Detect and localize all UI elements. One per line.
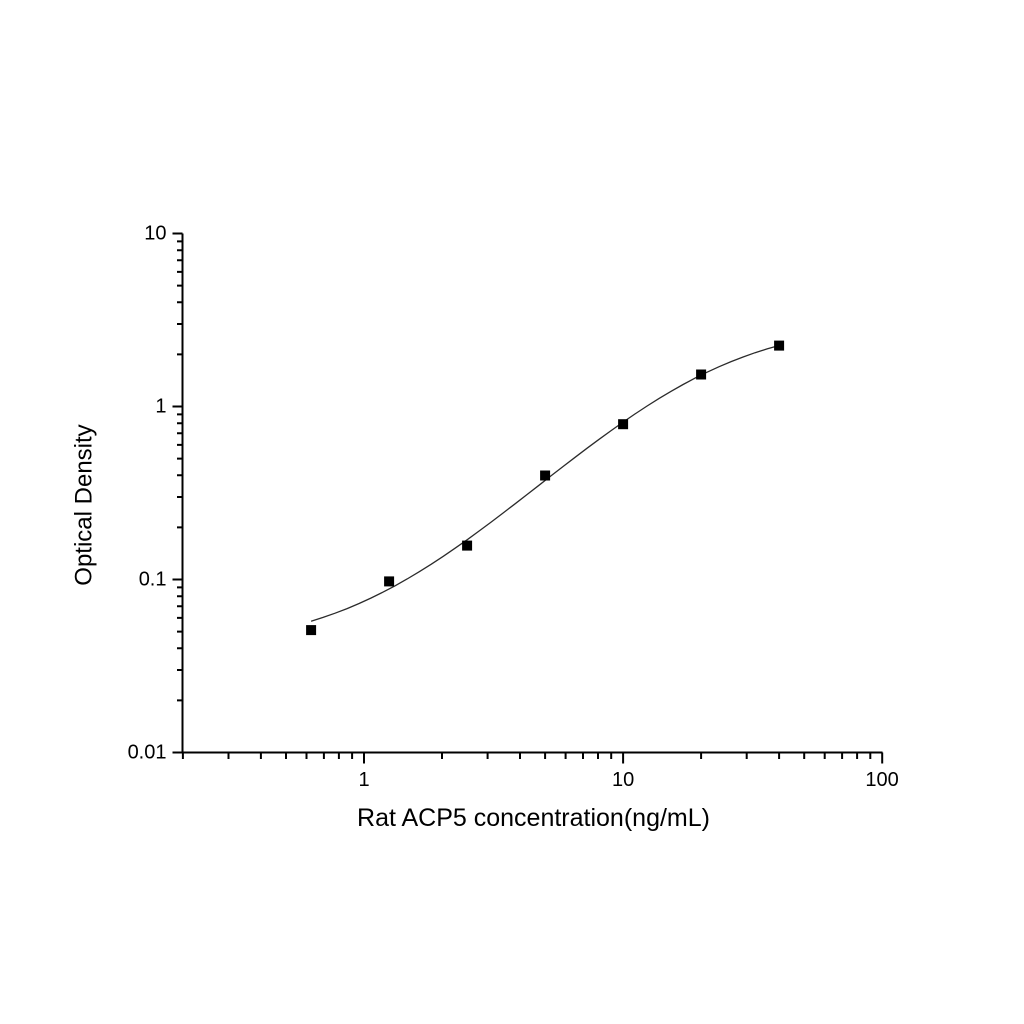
- svg-text:1: 1: [358, 769, 369, 791]
- svg-text:100: 100: [865, 769, 898, 791]
- svg-text:10: 10: [144, 223, 166, 245]
- svg-text:Optical Density: Optical Density: [71, 424, 98, 585]
- svg-text:1: 1: [155, 396, 166, 418]
- svg-text:0.1: 0.1: [139, 569, 167, 591]
- svg-text:10: 10: [612, 769, 634, 791]
- svg-text:Rat ACP5 concentration(ng/mL): Rat ACP5 concentration(ng/mL): [357, 804, 710, 832]
- svg-text:0.01: 0.01: [128, 742, 167, 764]
